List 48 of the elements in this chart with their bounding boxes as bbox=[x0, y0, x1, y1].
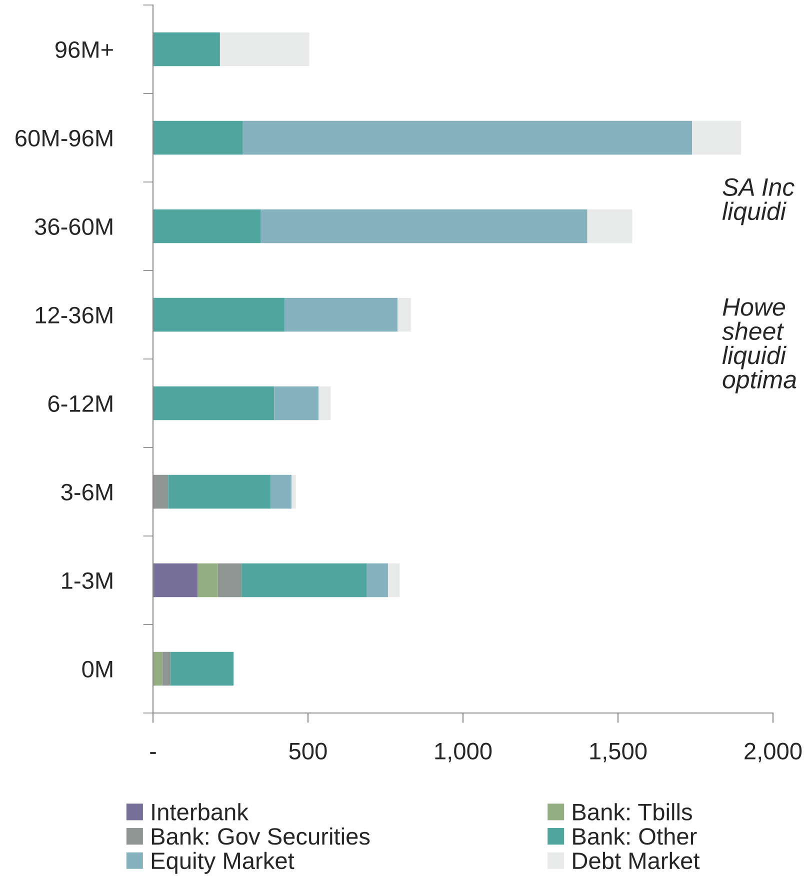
x-tick-label: - bbox=[150, 752, 156, 754]
bar bbox=[170, 652, 234, 686]
x-tick-label: 500 bbox=[289, 742, 327, 760]
bar bbox=[284, 298, 398, 332]
legend-label: Bank: Other bbox=[573, 827, 697, 845]
x-tick-label: 1,000 bbox=[435, 742, 492, 762]
bar bbox=[366, 563, 388, 598]
bar bbox=[270, 474, 292, 509]
y-tick-label: 12-36M bbox=[36, 306, 112, 324]
bar bbox=[198, 563, 218, 598]
y-tick-label: 36-60M bbox=[34, 218, 112, 236]
bar bbox=[242, 120, 692, 155]
bar bbox=[292, 474, 296, 509]
bar bbox=[153, 563, 198, 598]
bar bbox=[168, 474, 271, 509]
bar bbox=[153, 652, 162, 686]
y-tick-label: 1-3M bbox=[62, 572, 112, 590]
bar bbox=[260, 209, 588, 244]
y-tick-label: 3-6M bbox=[61, 484, 112, 501]
bar bbox=[153, 32, 220, 66]
legend-label: Interbank bbox=[152, 803, 249, 820]
annotation: Howe sheet liquidi optima bbox=[722, 298, 796, 394]
bar bbox=[388, 563, 400, 598]
bar bbox=[162, 652, 170, 686]
x-tick-label: 1,500 bbox=[590, 742, 647, 762]
bar bbox=[241, 563, 367, 598]
bar bbox=[398, 298, 411, 332]
legend-label: Bank: Gov Securities bbox=[152, 827, 370, 845]
annotation: SA Inc liquidi bbox=[722, 178, 794, 226]
y-tick-label: 6-12M bbox=[48, 395, 112, 412]
x-tick-label: 2,000 bbox=[744, 742, 802, 762]
y-tick-label: 60M-96M bbox=[16, 130, 112, 147]
bar bbox=[153, 298, 285, 332]
bar bbox=[692, 120, 742, 155]
bar bbox=[153, 474, 168, 509]
bar bbox=[318, 386, 331, 420]
bar bbox=[153, 209, 261, 244]
y-tick-label: 0M bbox=[82, 660, 112, 678]
legend-label: Bank: Tbills bbox=[573, 803, 692, 820]
bar bbox=[218, 563, 242, 598]
bar bbox=[274, 386, 319, 420]
bar bbox=[153, 386, 274, 420]
bar bbox=[587, 209, 632, 244]
legend-label: Equity Market bbox=[152, 852, 294, 874]
y-tick-label: 96M+ bbox=[56, 41, 113, 58]
bar bbox=[153, 120, 243, 155]
bar bbox=[220, 32, 310, 66]
legend-label: Debt Market bbox=[573, 852, 700, 870]
